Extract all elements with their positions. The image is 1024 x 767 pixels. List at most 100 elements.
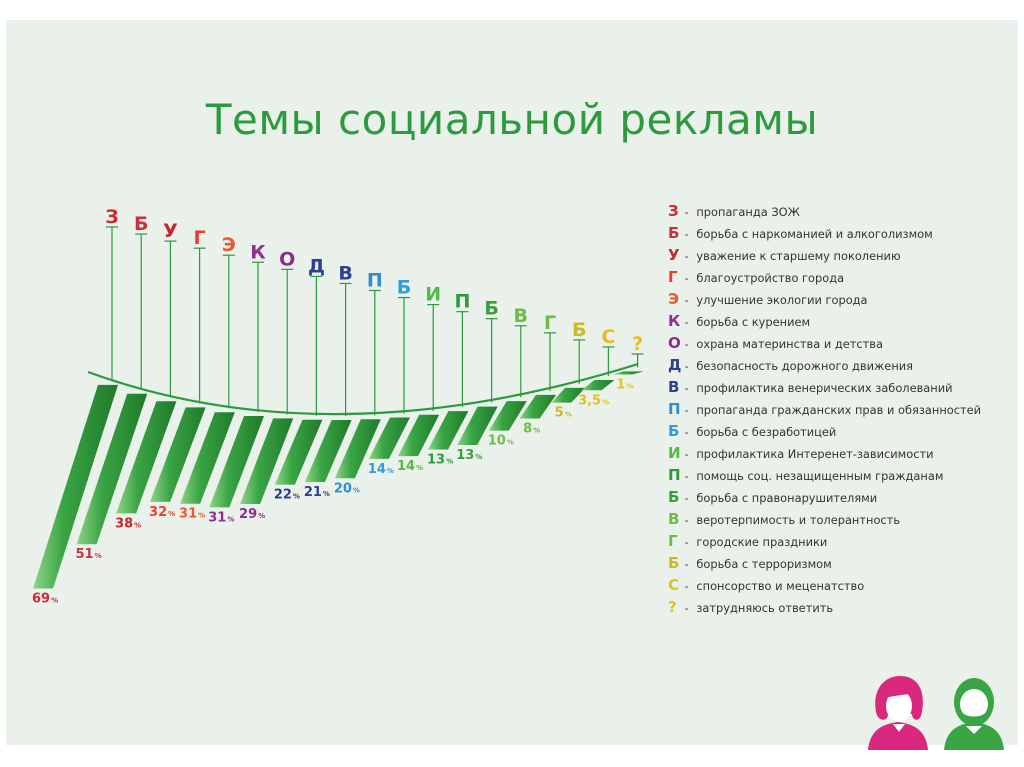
legend-item: Б - борьба с терроризмом (668, 552, 1018, 574)
man-icon (944, 678, 1004, 750)
value-label: 10% (488, 434, 514, 449)
legend-text: профилактика Интеренет-зависимости (696, 447, 934, 461)
legend-dash: - (681, 601, 693, 615)
legend: З - пропаганда ЗОЖ Б - борьба с наркомани… (668, 200, 1018, 618)
legend-dash: - (681, 447, 693, 461)
legend-dash: - (681, 359, 693, 373)
legend-text: охрана материнства и детства (696, 337, 883, 351)
chart-title: Темы социальной рекламы (205, 95, 819, 144)
bar (150, 407, 206, 502)
category-letter: У (163, 220, 178, 242)
value-label: 29% (239, 507, 265, 522)
legend-letter: О (668, 334, 681, 352)
category-letter: О (279, 248, 295, 270)
category-letter: Б (484, 298, 498, 320)
bars-group (33, 371, 644, 589)
legend-text: городские праздники (696, 535, 828, 549)
legend-letter: П (668, 400, 681, 418)
stems-group (106, 226, 644, 417)
bar (240, 418, 294, 504)
category-letter: К (250, 241, 266, 263)
legend-dash: - (681, 337, 693, 351)
value-label: 31% (179, 507, 205, 522)
bar (551, 387, 586, 403)
legend-letter: У (668, 246, 680, 264)
legend-item: Э - улучшение экологии города (668, 288, 1018, 310)
value-label: 3,5% (578, 393, 609, 408)
legend-dash: - (681, 227, 693, 241)
legend-item: Д - безопасность дорожного движения (668, 354, 1018, 376)
legend-dash: - (681, 535, 693, 549)
legend-letter: И (668, 444, 681, 462)
legend-item: П - помощь соц. незащищенным гражданам (668, 464, 1018, 486)
bar (581, 379, 615, 391)
category-letter: И (425, 284, 441, 306)
legend-dash: - (681, 579, 693, 593)
value-label: 20% (334, 481, 360, 496)
legend-dash: - (681, 205, 693, 219)
legend-letter: В (668, 378, 680, 396)
legend-letter: Б (668, 488, 680, 506)
woman-icon (868, 676, 928, 750)
bar (76, 393, 148, 545)
legend-letter: Б (668, 554, 680, 572)
legend-dash: - (681, 249, 693, 263)
bar (334, 419, 381, 479)
bar (180, 412, 235, 504)
legend-letter: Д (668, 356, 682, 374)
legend-letter: В (668, 510, 680, 528)
bar (519, 394, 556, 419)
value-label: 32% (149, 505, 175, 520)
legend-dash: - (681, 513, 693, 527)
legend-letter: К (668, 312, 681, 330)
legend-item: И - профилактика Интеренет-зависимости (668, 442, 1018, 464)
people-illustration (868, 676, 1004, 750)
legend-text: борьба с наркоманией и алкоголизмом (696, 227, 933, 241)
value-label: 13% (427, 452, 453, 467)
value-label: 5% (555, 406, 572, 421)
bar (33, 384, 118, 589)
legend-dash: - (681, 271, 693, 285)
value-label: 13% (456, 448, 482, 463)
legend-letter: Б (668, 224, 680, 242)
bar (457, 406, 498, 445)
category-letter: П (367, 270, 383, 292)
legend-text: пропаганда ЗОЖ (696, 205, 800, 219)
value-label: 69% (32, 591, 58, 606)
legend-text: веротерпимость и толерантность (696, 513, 901, 527)
legend-item: В - веротерпимость и толерантность (668, 508, 1018, 530)
legend-dash: - (681, 469, 693, 483)
category-letter: З (105, 206, 119, 228)
category-letter: Г (194, 227, 206, 249)
legend-dash: - (681, 557, 693, 571)
legend-text: уважение к старшему поколению (696, 249, 901, 263)
value-label: 22% (274, 488, 300, 503)
legend-letter: Б (668, 422, 680, 440)
value-label: 31% (208, 510, 234, 525)
value-labels-group: 69%51%38%32% 31% 31% 29%22% 21% 20%14% 14%13% 1… (32, 377, 633, 606)
value-label: 38% (115, 516, 141, 531)
curve-line (87, 362, 639, 416)
legend-item: У - уважение к старшему поколению (668, 244, 1018, 266)
legend-text: улучшение экологии города (696, 293, 868, 307)
legend-item: Б - борьба с правонарушителями (668, 486, 1018, 508)
bar (428, 411, 469, 450)
legend-item: К - борьба с курением (668, 310, 1018, 332)
legend-dash: - (681, 491, 693, 505)
legend-text: помощь соц. незащищенным гражданам (696, 469, 944, 483)
category-letter: Э (222, 234, 236, 256)
legend-letter: ? (668, 598, 677, 616)
legend-text: пропаганда гражданских прав и обязанност… (696, 403, 982, 417)
value-label: 51% (76, 547, 102, 562)
legend-item: ? - затрудняюсь ответить (668, 596, 1018, 618)
value-label: 14% (368, 462, 394, 477)
legend-text: затрудняюсь ответить (696, 601, 834, 615)
category-letters-group: З Б У Г Э К О Д В П Б И П Б В Г Б С? (105, 206, 643, 355)
category-letter: В (338, 262, 352, 284)
legend-letter: П (668, 466, 681, 484)
legend-dash: - (681, 425, 693, 439)
legend-item: В - профилактика венерических заболевани… (668, 376, 1018, 398)
category-letter: Б (572, 319, 586, 341)
legend-text: борьба с терроризмом (696, 557, 832, 571)
